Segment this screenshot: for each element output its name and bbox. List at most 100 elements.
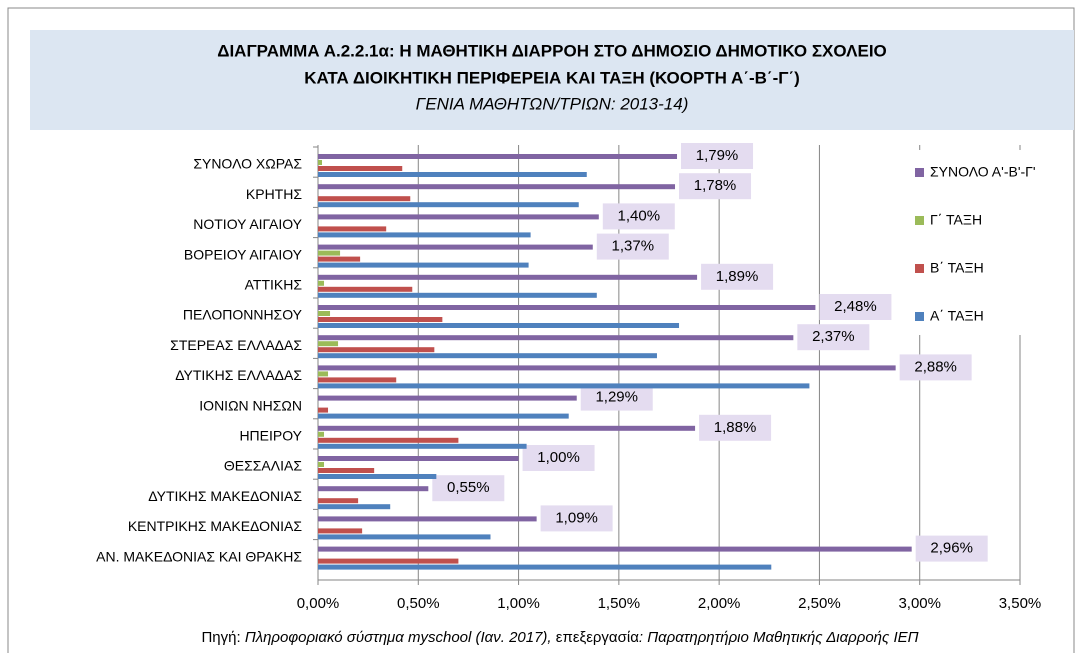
bar [318, 425, 696, 431]
bar [318, 160, 323, 165]
bar [318, 166, 403, 171]
data-label: 2,48% [834, 298, 877, 315]
y-tick-label: ΣΤΕΡΕΑΣ ΕΛΛΑΔΑΣ [170, 337, 302, 353]
bar [318, 202, 579, 208]
x-tick-label: 1,50% [598, 595, 641, 612]
bar [318, 232, 531, 238]
bar [318, 407, 329, 413]
bar [318, 504, 391, 510]
source-part: Πληροφοριακό σύστημα myschool (Ιαν. 2017… [245, 629, 552, 646]
bar [318, 365, 896, 371]
y-tick-label: ΑΝ. ΜΑΚΕΔΟΝΙΑΣ ΚΑΙ ΘΡΑΚΗΣ [96, 548, 302, 564]
bar [318, 311, 331, 316]
bar [318, 196, 411, 202]
x-tick-label: 0,00% [297, 595, 340, 612]
bar [318, 292, 597, 298]
bar [318, 564, 772, 570]
bar [318, 154, 678, 159]
bar [318, 528, 363, 534]
bar [318, 474, 437, 479]
data-label-box [432, 475, 505, 502]
bar [318, 347, 435, 353]
bar [318, 395, 577, 401]
bar [318, 516, 537, 522]
bar [318, 184, 676, 190]
bar [318, 546, 912, 552]
y-tick-label: ΝΟΤΙΟΥ ΑΙΓΑΙΟΥ [193, 216, 302, 232]
y-tick-label: ΗΠΕΙΡΟΥ [239, 428, 302, 444]
data-label: 1,78% [694, 177, 737, 194]
legend-swatch [915, 312, 924, 321]
data-label-box [915, 535, 988, 562]
bar [318, 462, 325, 467]
data-label: 1,00% [537, 449, 580, 466]
bar [318, 317, 443, 322]
legend-label: Β΄ ΤΑΞΗ [930, 260, 984, 276]
data-label-box [602, 203, 675, 230]
data-label-box [899, 354, 972, 381]
data-label: 1,89% [716, 268, 759, 285]
y-tick-label: ΔΥΤΙΚΗΣ ΜΑΚΕΔΟΝΙΑΣ [148, 488, 302, 504]
bar [318, 413, 569, 419]
bar [318, 323, 680, 328]
bar [318, 498, 359, 504]
legend-label: Α΄ ΤΑΞΗ [930, 308, 984, 324]
data-label: 1,88% [714, 419, 757, 436]
legend-label: ΣΥΝΟΛΟ Α'-Β'-Γ' [930, 164, 1036, 180]
data-label: 2,88% [914, 358, 957, 375]
data-label-box [679, 173, 752, 200]
bar [318, 377, 397, 383]
bar [318, 341, 339, 347]
data-label-box [681, 143, 754, 169]
x-tick-label: 0,50% [397, 595, 440, 612]
bar [318, 558, 459, 564]
x-tick-label: 2,50% [798, 595, 841, 612]
y-tick-label: ΚΕΝΤΡΙΚΗΣ ΜΑΚΕΔΟΝΙΑΣ [128, 518, 303, 534]
data-label: 1,29% [595, 389, 638, 406]
x-tick-label: 3,00% [898, 595, 941, 612]
data-label: 0,55% [447, 479, 490, 496]
source-part: : Παρατηρητήριο Μαθητικής Διαρροής ΙΕΠ [639, 629, 919, 646]
data-label: 1,40% [618, 207, 661, 224]
legend-swatch [915, 264, 924, 273]
source-part: Πηγή: [201, 629, 244, 646]
y-tick-label: ΣΥΝΟΛΟ ΧΩΡΑΣ [193, 156, 302, 172]
source: Πηγή: Πληροφοριακό σύστημα myschool (Ιαν… [201, 629, 918, 646]
x-tick-label: 3,50% [999, 595, 1042, 612]
y-tick-label: ΑΤΤΙΚΗΣ [245, 277, 303, 293]
bar [318, 371, 329, 377]
data-label: 1,37% [612, 238, 655, 255]
source-part: επεξεργασία [552, 629, 640, 646]
bar [318, 431, 325, 437]
title-band [30, 30, 1074, 130]
data-label-box [701, 263, 774, 290]
bar [318, 250, 341, 256]
data-label-box [699, 414, 772, 441]
bar [318, 226, 387, 232]
y-tick-label: ΠΕΛΟΠΟΝΝΗΣΟΥ [183, 307, 303, 323]
bar [318, 305, 816, 310]
bar [318, 214, 599, 220]
data-label: 1,79% [696, 147, 739, 164]
legend-box [905, 150, 1073, 335]
x-tick-label: 2,00% [698, 595, 741, 612]
data-label: 1,09% [555, 509, 598, 526]
bar [318, 286, 413, 292]
bar [318, 383, 810, 389]
bar [318, 353, 657, 359]
data-label-box [819, 294, 892, 320]
bar [318, 437, 459, 443]
data-label: 2,96% [930, 540, 973, 557]
bar [318, 534, 491, 540]
bar [318, 274, 698, 280]
y-tick-label: ΙΟΝΙΩΝ ΝΗΣΩΝ [199, 397, 302, 413]
y-tick-label: ΒΟΡΕΙΟΥ ΑΙΓΑΙΟΥ [184, 246, 303, 262]
data-label-box [797, 324, 870, 351]
data-label-box [522, 445, 595, 471]
data-label: 2,37% [812, 328, 855, 345]
chart-title: ΚΑΤΑ ΔΙΟΙΚΗΤΙΚΗ ΠΕΡΙΦΕΡΕΙΑ ΚΑΙ ΤΑΞΗ (ΚΟΟ… [304, 68, 800, 87]
bar [318, 486, 429, 492]
legend-label: Γ΄ ΤΑΞΗ [930, 212, 982, 228]
bar [318, 280, 325, 286]
bar [318, 256, 361, 262]
